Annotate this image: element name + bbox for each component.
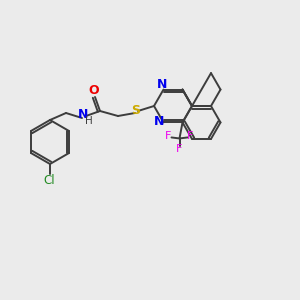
- Text: H: H: [85, 116, 93, 126]
- Text: O: O: [89, 83, 99, 97]
- Text: N: N: [154, 115, 165, 128]
- Text: S: S: [131, 104, 140, 118]
- Text: F: F: [187, 131, 194, 142]
- Text: N: N: [78, 109, 88, 122]
- Text: Cl: Cl: [43, 175, 55, 188]
- Text: F: F: [176, 145, 183, 154]
- Text: N: N: [157, 78, 168, 91]
- Text: F: F: [165, 131, 172, 142]
